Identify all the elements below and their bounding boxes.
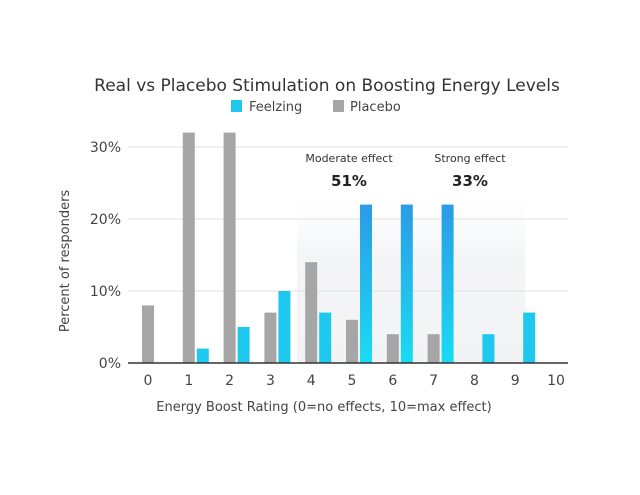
legend-label-placebo: Placebo [350, 100, 401, 115]
bar-feelzing-9 [523, 312, 536, 363]
legend-swatch-feelzing [231, 100, 242, 112]
y-tick-label-30: 30% [90, 140, 121, 156]
legend-label-feelzing: Feelzing [249, 100, 302, 115]
x-tick-label-4: 4 [307, 373, 316, 389]
bar-placebo-3 [264, 312, 277, 363]
bar-placebo-7 [427, 334, 440, 363]
legend: Feelzing Placebo [231, 100, 401, 115]
bars [142, 132, 536, 363]
y-tick-labels: 0% 10% 20% 30% [90, 140, 121, 372]
annotation-strong-value: 33% [452, 172, 488, 190]
annotation-strong: Strong effect 33% [434, 152, 506, 190]
x-tick-label-2: 2 [225, 373, 234, 389]
bar-feelzing-7 [441, 204, 454, 363]
annotation-moderate-label: Moderate effect [305, 152, 393, 165]
y-tick-label-20: 20% [90, 212, 121, 228]
y-tick-label-0: 0% [99, 356, 121, 372]
bar-placebo-5 [346, 319, 358, 363]
y-axis-label: Percent of responders [58, 190, 73, 333]
bar-placebo-0 [142, 305, 154, 363]
x-tick-label-9: 9 [511, 373, 520, 389]
bar-feelzing-6 [400, 204, 413, 363]
y-tick-label-10: 10% [90, 284, 121, 300]
annotation-strong-label: Strong effect [434, 152, 506, 165]
x-tick-label-10: 10 [547, 373, 565, 389]
x-axis-label: Energy Boost Rating (0=no effects, 10=ma… [156, 400, 491, 415]
bar-placebo-6 [386, 334, 399, 363]
bar-placebo-2 [223, 132, 236, 363]
x-tick-label-5: 5 [348, 373, 357, 389]
annotation-moderate-value: 51% [331, 172, 367, 190]
bar-feelzing-4 [319, 312, 332, 363]
bar-feelzing-2 [237, 327, 250, 363]
x-tick-label-7: 7 [429, 373, 438, 389]
gridlines [128, 146, 568, 292]
bar-feelzing-8 [482, 334, 495, 363]
bar-placebo-1 [182, 132, 195, 363]
bar-feelzing-1 [196, 348, 209, 363]
x-tick-label-8: 8 [470, 373, 479, 389]
bar-feelzing-5 [360, 204, 372, 363]
chart-title: Real vs Placebo Stimulation on Boosting … [94, 76, 560, 96]
annotation-moderate: Moderate effect 51% [305, 152, 393, 190]
x-tick-label-3: 3 [266, 373, 275, 389]
x-tick-labels: 0 1 2 3 4 5 6 7 8 9 10 [144, 373, 565, 389]
x-tick-label-1: 1 [184, 373, 193, 389]
x-tick-label-0: 0 [144, 373, 153, 389]
bar-placebo-4 [305, 262, 318, 363]
x-tick-label-6: 6 [388, 373, 397, 389]
bar-feelzing-3 [278, 291, 291, 363]
legend-swatch-placebo [333, 100, 344, 112]
